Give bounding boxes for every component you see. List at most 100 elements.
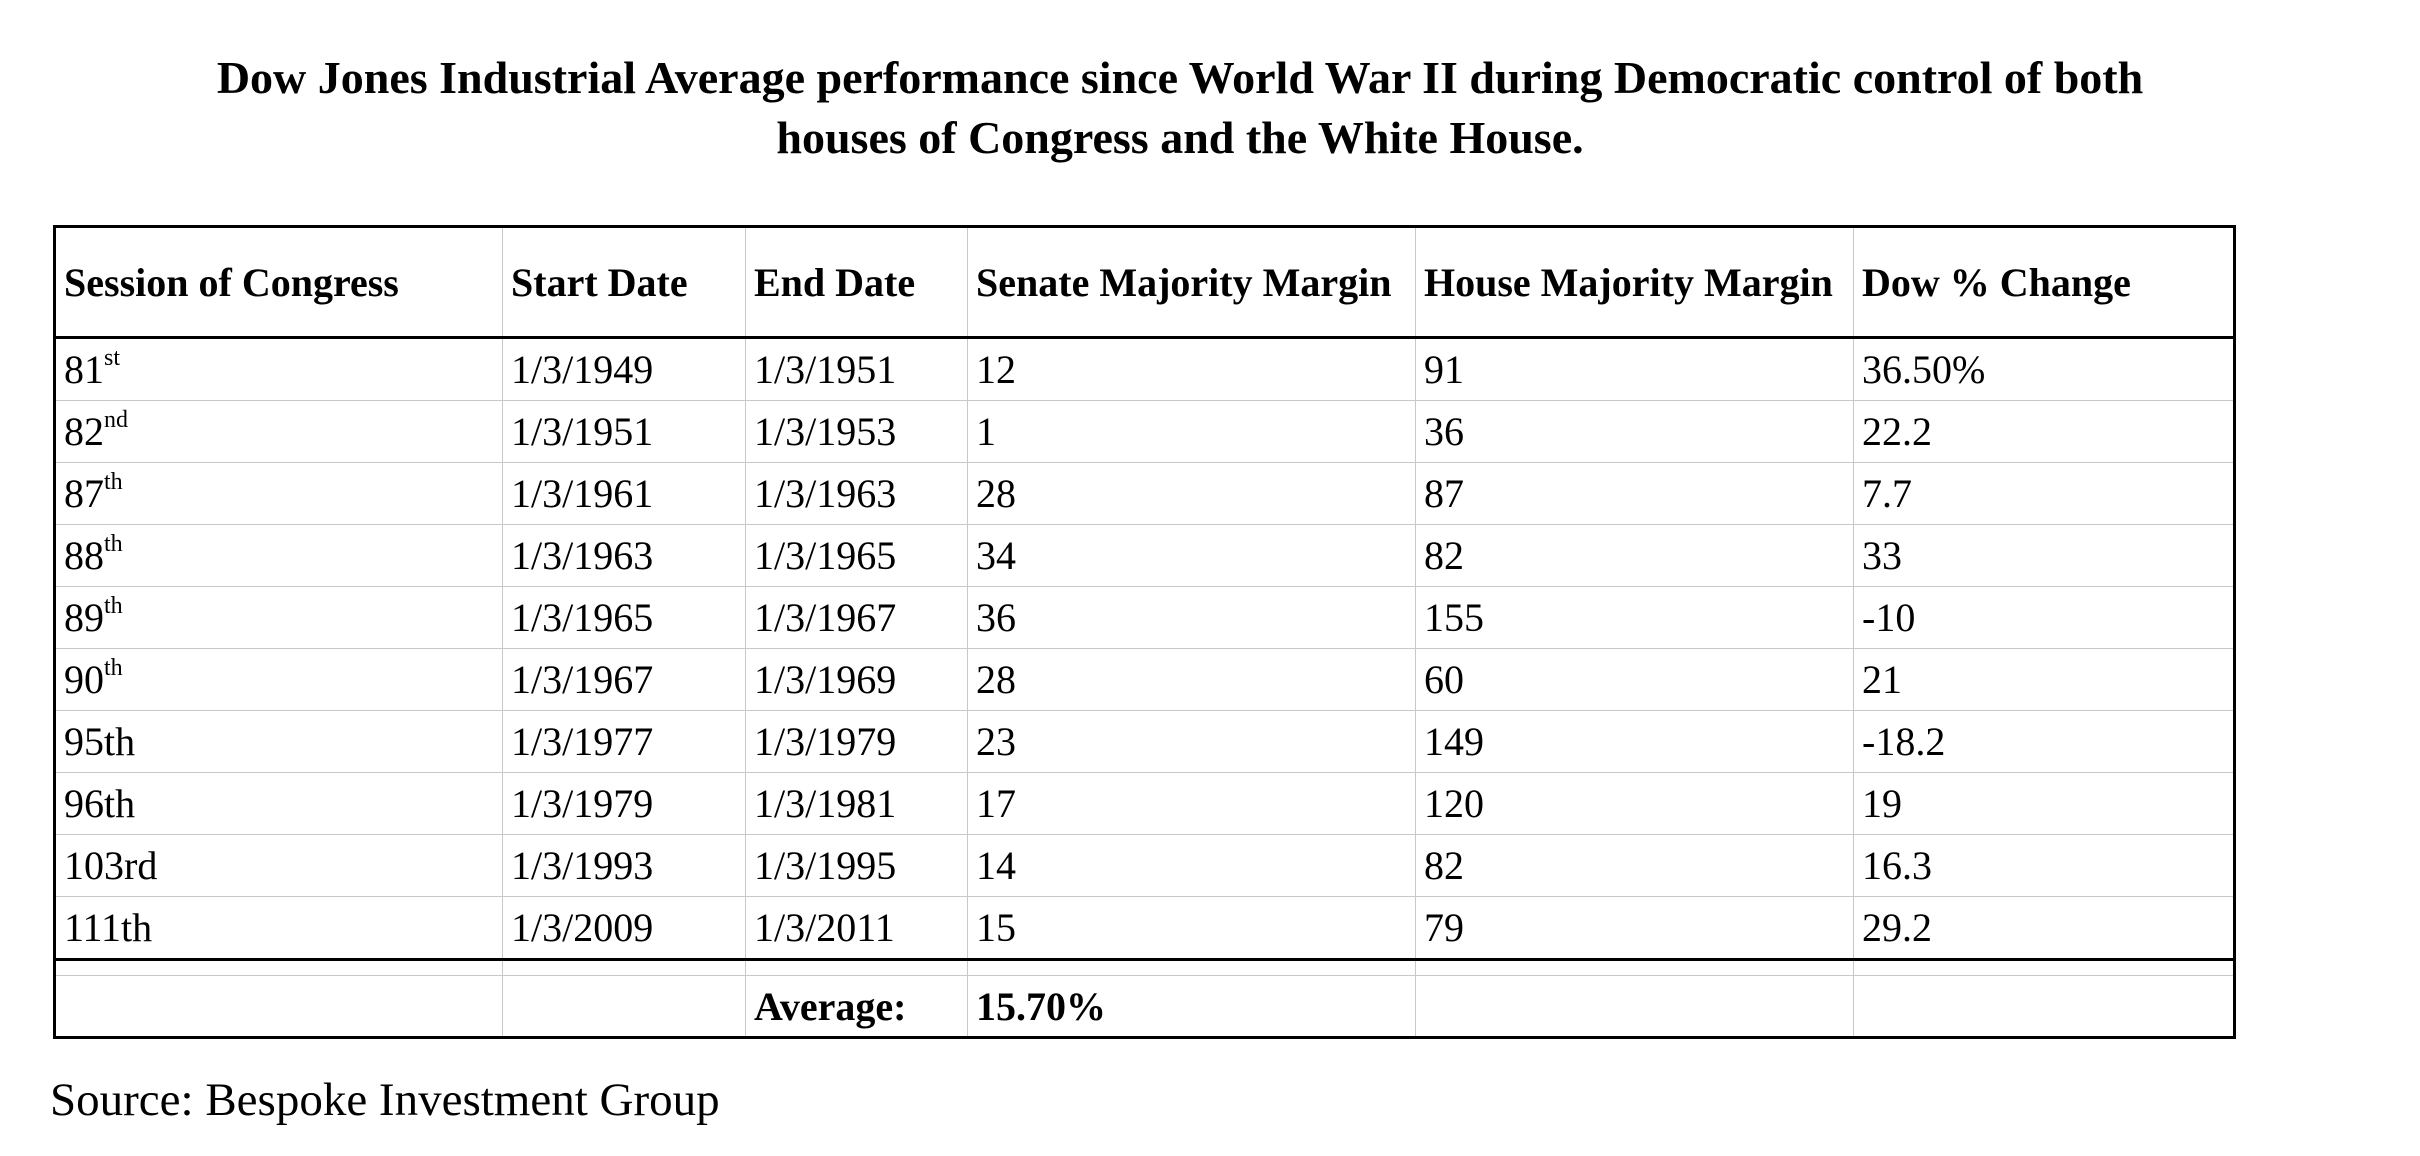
session-number: 96th: [64, 781, 136, 826]
cell-end-date: 1/3/1981: [745, 772, 968, 835]
cell-session: 111th: [54, 896, 503, 960]
average-label: Average:: [745, 975, 968, 1038]
cell-house-margin: 149: [1415, 710, 1854, 773]
cell-house-margin: 91: [1415, 337, 1854, 401]
cell-end-date: 1/3/1951: [745, 337, 968, 401]
session-number: 81: [64, 347, 104, 392]
spacer-cell: [54, 958, 503, 976]
cell-house-margin: 82: [1415, 524, 1854, 587]
cell-house-margin: 60: [1415, 648, 1854, 711]
table-row: 103rd 1/3/1993 1/3/1995 14 82 16.3: [54, 834, 2235, 897]
cell-senate-margin: 12: [967, 337, 1416, 401]
spacer-cell: [1853, 958, 2235, 976]
cell-session: 95th: [54, 710, 503, 773]
cell-senate-margin: 34: [967, 524, 1416, 587]
cell-dow-change: 21: [1853, 648, 2235, 711]
table-body: 81st 1/3/1949 1/3/1951 12 91 36.50% 82nd 1/3/19…: [54, 337, 2235, 960]
cell-start-date: 1/3/2009: [502, 896, 746, 960]
cell-start-date: 1/3/1977: [502, 710, 746, 773]
cell-dow-change: 19: [1853, 772, 2235, 835]
cell-start-date: 1/3/1951: [502, 400, 746, 463]
empty-cell: [1415, 975, 1854, 1038]
cell-house-margin: 87: [1415, 462, 1854, 525]
cell-end-date: 1/3/1969: [745, 648, 968, 711]
session-number: 90: [64, 657, 104, 702]
session-number: 88: [64, 533, 104, 578]
title-line-1: Dow Jones Industrial Average performance…: [216, 52, 2144, 103]
session-ordinal-suffix: th: [104, 468, 123, 495]
cell-senate-margin: 17: [967, 772, 1416, 835]
cell-start-date: 1/3/1979: [502, 772, 746, 835]
cell-session: 90th: [54, 648, 503, 711]
cell-house-margin: 120: [1415, 772, 1854, 835]
cell-senate-margin: 14: [967, 834, 1416, 897]
session-number: 82: [64, 409, 104, 454]
session-number: 95th: [64, 719, 136, 764]
cell-dow-change: 36.50%: [1853, 337, 2235, 401]
cell-senate-margin: 36: [967, 586, 1416, 649]
session-ordinal-suffix: th: [104, 654, 123, 681]
cell-dow-change: 33: [1853, 524, 2235, 587]
header-session: Session of Congress: [54, 226, 503, 339]
cell-dow-change: 16.3: [1853, 834, 2235, 897]
cell-start-date: 1/3/1965: [502, 586, 746, 649]
table-row: 89th 1/3/1965 1/3/1967 36 155 -10: [54, 586, 2235, 649]
cell-end-date: 1/3/1965: [745, 524, 968, 587]
cell-start-date: 1/3/1963: [502, 524, 746, 587]
table-row: 87th 1/3/1961 1/3/1963 28 87 7.7: [54, 462, 2235, 525]
empty-cell: [502, 975, 746, 1038]
cell-session: 96th: [54, 772, 503, 835]
average-value: 15.70%: [967, 975, 1416, 1038]
cell-dow-change: -10: [1853, 586, 2235, 649]
session-ordinal-suffix: th: [104, 592, 123, 619]
table-row: 111th 1/3/2009 1/3/2011 15 79 29.2: [54, 896, 2235, 960]
cell-senate-margin: 1: [967, 400, 1416, 463]
empty-cell: [1853, 975, 2235, 1038]
cell-session: 88th: [54, 524, 503, 587]
empty-cell: [54, 975, 503, 1038]
average-row: Average: 15.70%: [54, 975, 2235, 1038]
cell-dow-change: 29.2: [1853, 896, 2235, 960]
cell-end-date: 1/3/1967: [745, 586, 968, 649]
cell-start-date: 1/3/1961: [502, 462, 746, 525]
page-title: Dow Jones Industrial Average performance…: [80, 48, 2280, 168]
cell-end-date: 1/3/1963: [745, 462, 968, 525]
table-row: 90th 1/3/1967 1/3/1969 28 60 21: [54, 648, 2235, 711]
data-table-container: Session of Congress Start Date End Date …: [53, 225, 2236, 1039]
cell-house-margin: 79: [1415, 896, 1854, 960]
cell-start-date: 1/3/1993: [502, 834, 746, 897]
cell-end-date: 1/3/1979: [745, 710, 968, 773]
spacer-row: [54, 958, 2235, 976]
cell-start-date: 1/3/1949: [502, 337, 746, 401]
dow-performance-table: Session of Congress Start Date End Date …: [53, 225, 2236, 1039]
cell-session: 81st: [54, 337, 503, 401]
spacer-cell: [967, 958, 1416, 976]
session-number: 111th: [64, 905, 153, 950]
header-house-margin: House Majority Margin: [1415, 226, 1854, 339]
cell-senate-margin: 15: [967, 896, 1416, 960]
cell-start-date: 1/3/1967: [502, 648, 746, 711]
cell-house-margin: 155: [1415, 586, 1854, 649]
session-ordinal-suffix: st: [104, 344, 121, 371]
cell-end-date: 1/3/1953: [745, 400, 968, 463]
spacer-cell: [1415, 958, 1854, 976]
cell-house-margin: 82: [1415, 834, 1854, 897]
table-header-row: Session of Congress Start Date End Date …: [54, 226, 2235, 339]
cell-house-margin: 36: [1415, 400, 1854, 463]
cell-senate-margin: 28: [967, 462, 1416, 525]
cell-end-date: 1/3/1995: [745, 834, 968, 897]
cell-session: 82nd: [54, 400, 503, 463]
cell-dow-change: 22.2: [1853, 400, 2235, 463]
table-row: 81st 1/3/1949 1/3/1951 12 91 36.50%: [54, 337, 2235, 401]
spacer-cell: [502, 958, 746, 976]
cell-dow-change: 7.7: [1853, 462, 2235, 525]
session-number: 89: [64, 595, 104, 640]
session-ordinal-suffix: nd: [104, 406, 128, 433]
header-end-date: End Date: [745, 226, 968, 339]
session-number: 87: [64, 471, 104, 516]
header-start-date: Start Date: [502, 226, 746, 339]
cell-dow-change: -18.2: [1853, 710, 2235, 773]
cell-senate-margin: 28: [967, 648, 1416, 711]
cell-end-date: 1/3/2011: [745, 896, 968, 960]
session-number: 103rd: [64, 843, 158, 888]
